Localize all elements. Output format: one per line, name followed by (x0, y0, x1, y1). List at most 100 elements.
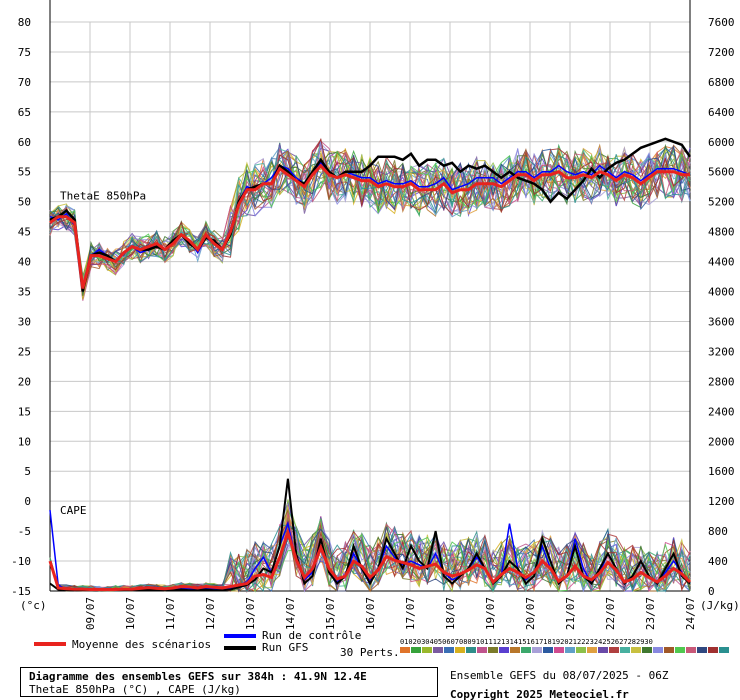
left-tick-label: 75 (18, 46, 31, 59)
perturbation-swatch (510, 647, 520, 653)
right-tick-label: 800 (708, 525, 728, 538)
perturbation-swatch (697, 647, 707, 653)
left-tick-label: -5 (18, 525, 31, 538)
perturbation-swatch (466, 647, 476, 653)
left-tick-label: -10 (11, 555, 31, 568)
cape-panel-label: CAPE (60, 504, 87, 517)
perturbation-swatch (444, 647, 454, 653)
perturbation-swatch (565, 647, 575, 653)
date-label: 22/07 (604, 597, 617, 630)
left-tick-label: 35 (18, 286, 31, 299)
perturbation-swatch (554, 647, 564, 653)
right-tick-label: 1200 (708, 495, 735, 508)
control-legend-label: Run de contrôle (262, 629, 362, 642)
date-label: 10/07 (124, 597, 137, 630)
thetae-gfs-line (49, 137, 692, 292)
right-tick-label: 400 (708, 555, 728, 568)
date-label: 21/07 (564, 597, 577, 630)
run-info: Ensemble GEFS du 08/07/2025 - 06Z (450, 669, 669, 682)
date-label: 20/07 (524, 597, 537, 630)
perturbation-swatch (719, 647, 729, 653)
mean-legend-label: Moyenne des scénarios (72, 637, 212, 651)
perturbation-swatch (675, 647, 685, 653)
legend-mean: Moyenne des scénarios (34, 637, 212, 651)
thetae-member-line (49, 137, 691, 290)
cape-member-line (49, 508, 691, 593)
right-tick-label: 2400 (708, 405, 735, 418)
right-tick-label: 1600 (708, 465, 735, 478)
right-tick-label: 7200 (708, 46, 735, 59)
copyright: Copyright 2025 Meteociel.fr (450, 688, 629, 700)
perturbation-swatch (532, 647, 542, 653)
legend-runs: Run de contrôle Run GFS (224, 630, 361, 654)
perturbation-swatch (433, 647, 443, 653)
perturbation-swatch (642, 647, 652, 653)
left-axis-unit: (°c) (20, 599, 47, 612)
perturbation-swatch (499, 647, 509, 653)
right-tick-label: 0 (708, 585, 715, 598)
perturbation-swatch (686, 647, 696, 653)
left-tick-label: 30 (18, 315, 31, 328)
footer-run-info: Ensemble GEFS du 08/07/2025 - 06Z Copyri… (450, 666, 669, 700)
perturbation-swatch (620, 647, 630, 653)
footer-title: Diagramme des ensembles GEFS sur 384h : … (29, 670, 367, 683)
left-tick-label: 65 (18, 106, 31, 119)
perturbation-swatch (543, 647, 553, 653)
perturbation-swatch (488, 647, 498, 653)
perturbation-swatch (664, 647, 674, 653)
left-tick-label: 5 (24, 465, 31, 478)
date-label: 19/07 (484, 597, 497, 630)
right-tick-label: 3600 (708, 315, 735, 328)
left-tick-label: 60 (18, 136, 31, 149)
right-tick-label: 3200 (708, 345, 735, 358)
left-tick-label: 70 (18, 76, 31, 89)
left-tick-label: 0 (24, 495, 31, 508)
perturbation-swatch (477, 647, 487, 653)
date-label: 18/07 (444, 597, 457, 630)
perturbation-count: 30 Perts. (340, 646, 400, 659)
perturbation-swatch (400, 647, 410, 653)
control-line-swatch (224, 634, 256, 638)
date-label: 11/07 (164, 597, 177, 630)
left-tick-label: 25 (18, 345, 31, 358)
gfs-legend-label: Run GFS (262, 641, 309, 654)
thetae-member-line (49, 147, 691, 287)
right-tick-label: 5600 (708, 166, 735, 179)
right-tick-label: 4400 (708, 256, 735, 269)
date-label: 17/07 (404, 597, 417, 630)
date-label: 24/07 (684, 597, 697, 630)
right-tick-label: 2800 (708, 375, 735, 388)
perturbation-swatch (653, 647, 663, 653)
perturbation-swatch (411, 647, 421, 653)
perturbation-swatch (521, 647, 531, 653)
date-label: 23/07 (644, 597, 657, 630)
perturbation-legend: 0102030405060708091011121314151617181920… (400, 638, 730, 653)
left-tick-label: 15 (18, 405, 31, 418)
left-tick-label: 40 (18, 256, 31, 269)
perturbation-swatch (576, 647, 586, 653)
right-tick-label: 4800 (708, 226, 735, 239)
left-tick-label: 50 (18, 196, 31, 209)
date-label: 15/07 (324, 597, 337, 630)
right-axis-unit: (J/kg) (700, 599, 740, 612)
right-tick-label: 4000 (708, 286, 735, 299)
perturbation-swatch (455, 647, 465, 653)
thetae-member-line (49, 138, 691, 300)
right-tick-label: 5200 (708, 196, 735, 209)
thetae-member-line (49, 153, 691, 288)
footer-title-box: Diagramme des ensembles GEFS sur 384h : … (20, 667, 438, 697)
thetae-panel-label: ThetaE 850hPa (60, 190, 146, 203)
date-label: 09/07 (84, 597, 97, 630)
footer-subtitle: ThetaE 850hPa (°C) , CAPE (J/kg) (29, 683, 241, 696)
right-tick-label: 6800 (708, 76, 735, 89)
right-tick-label: 7600 (708, 16, 735, 29)
cape-member-line (49, 526, 691, 593)
perturbation-swatches (400, 647, 730, 653)
cape-mean-line (48, 527, 692, 591)
perturbation-swatch (609, 647, 619, 653)
left-tick-label: -15 (11, 585, 31, 598)
thetae-mean-line (49, 163, 690, 289)
left-tick-label: 80 (18, 16, 31, 29)
perturbation-swatch (708, 647, 718, 653)
